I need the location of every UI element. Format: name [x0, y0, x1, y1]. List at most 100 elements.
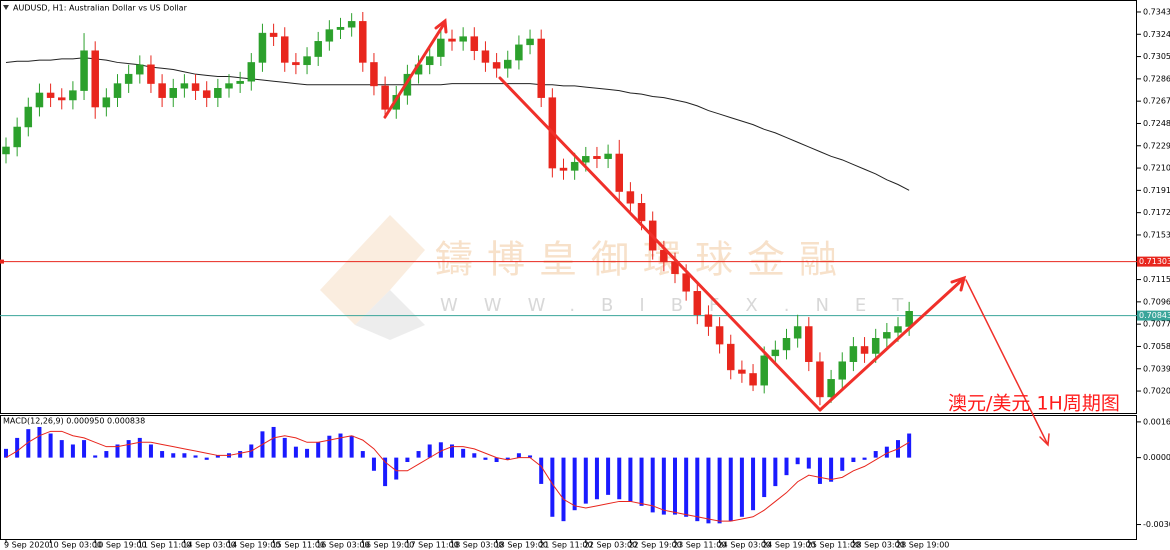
- chart-title: AUDUSD, H1: Australian Dollar vs US Doll…: [13, 4, 188, 13]
- level-label: 0.71303: [1139, 257, 1170, 266]
- watermark-logo: [320, 215, 425, 325]
- arrow: [818, 278, 964, 412]
- macd-bar: [762, 457, 767, 498]
- macd-bar: [461, 448, 466, 458]
- candle-body: [35, 92, 44, 108]
- macd-bar: [550, 457, 555, 517]
- macd-bar: [82, 440, 87, 458]
- candle-body: [570, 161, 579, 171]
- candle-body: [793, 326, 802, 339]
- macd-bar: [728, 457, 733, 522]
- watermark-url: WWW.BIBFX.NET: [440, 295, 929, 316]
- macd-bar: [773, 457, 778, 487]
- candle-body: [771, 349, 780, 357]
- x-tick-label: 15 Sep 11:00: [272, 541, 325, 550]
- arrow: [965, 279, 1048, 444]
- macd-bar: [126, 440, 131, 458]
- macd-bar: [494, 457, 499, 463]
- macd-bar: [617, 457, 622, 500]
- macd-bar: [829, 457, 834, 482]
- candle-body: [113, 83, 122, 98]
- macd-bar: [739, 457, 744, 517]
- macd-bar: [282, 437, 287, 458]
- candle-body: [727, 343, 735, 371]
- macd-bar: [628, 457, 633, 502]
- x-tick-label: 18 Sep 03:00: [450, 541, 503, 550]
- macd-bar: [561, 457, 566, 522]
- macd-bar: [171, 453, 176, 458]
- candle-body: [883, 332, 891, 339]
- macd-bar: [104, 451, 109, 458]
- candle-body: [582, 156, 590, 163]
- candle-body: [782, 337, 791, 351]
- x-tick-label: 17 Sep 11:00: [405, 541, 458, 550]
- macd-bar: [806, 457, 811, 469]
- candle-body: [604, 153, 612, 159]
- candle-body: [660, 249, 668, 263]
- candle-body: [69, 90, 77, 101]
- arrow: [498, 76, 822, 412]
- macd-bar: [684, 457, 689, 517]
- macd-bar: [583, 457, 588, 504]
- macd-bar: [539, 457, 544, 484]
- macd-bar: [93, 455, 98, 458]
- candle-body: [515, 44, 523, 61]
- macd-bar: [795, 457, 800, 465]
- macd-bar: [37, 426, 42, 458]
- macd-bar: [840, 457, 845, 471]
- candle-body: [481, 50, 490, 63]
- candle-body: [504, 59, 512, 69]
- x-tick-label: 10 Sep 19:00: [93, 541, 146, 550]
- candle-body: [80, 50, 88, 91]
- macd-bar: [271, 426, 276, 458]
- candle-body: [849, 346, 858, 362]
- candle-body: [492, 62, 501, 69]
- candle-body: [202, 90, 211, 98]
- x-tick-label: 14 Sep 03:00: [182, 541, 235, 550]
- candle-body: [760, 355, 768, 386]
- y-tick-label: 0.000000: [1143, 453, 1170, 462]
- macd-title: MACD(12,26,9) 0.000950 0.000838: [3, 417, 145, 426]
- arrow: [383, 22, 446, 119]
- candle-body: [671, 261, 679, 274]
- candle-body: [247, 62, 256, 82]
- macd-bar: [884, 446, 889, 458]
- x-tick-label: 24 Sep 19:00: [762, 541, 815, 550]
- macd-bar: [405, 457, 410, 463]
- x-tick-label: 10 Sep 03:00: [49, 541, 102, 550]
- macd-bar: [383, 457, 388, 487]
- macd-bar: [238, 451, 243, 458]
- x-tick-label: 16 Sep 03:00: [316, 541, 369, 550]
- x-tick-label: 28 Sep 03:00: [851, 541, 904, 550]
- macd-bar: [706, 457, 711, 524]
- annotation-text: 澳元/美元 1H周期图: [948, 393, 1120, 415]
- candle-body: [46, 92, 55, 98]
- x-tick-label: 11 Sep 11:00: [138, 541, 191, 550]
- macd-bar: [851, 457, 856, 463]
- x-tick-label: 25 Sep 11:00: [807, 541, 860, 550]
- level-label-bg: [1137, 256, 1170, 267]
- macd-bar: [606, 457, 611, 495]
- candle-body: [593, 156, 601, 159]
- macd-bar: [784, 457, 789, 476]
- candle-body: [805, 326, 813, 362]
- candle-body: [448, 38, 456, 42]
- macd-bar: [360, 451, 365, 458]
- macd-bar: [59, 440, 64, 458]
- macd-bar: [349, 435, 354, 458]
- x-tick-label: 28 Sep 19:00: [896, 541, 949, 550]
- level-marker: [0, 259, 4, 264]
- macd-bar: [371, 457, 376, 471]
- macd-bar: [4, 448, 8, 458]
- candle-body: [370, 62, 378, 87]
- macd-bar: [394, 457, 399, 480]
- macd-bar: [193, 455, 198, 458]
- macd-bar: [15, 437, 20, 458]
